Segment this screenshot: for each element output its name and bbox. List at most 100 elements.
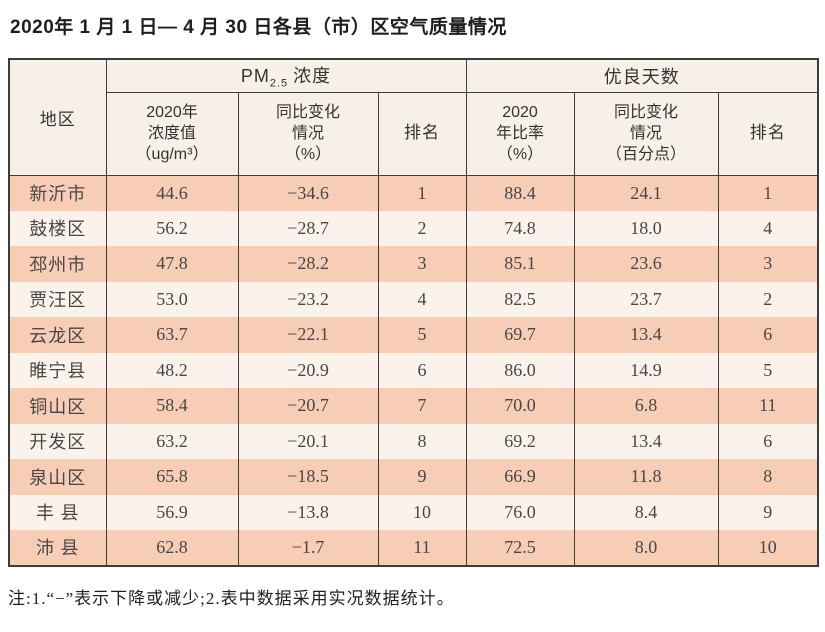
days-rank-cell: 4	[717, 210, 819, 246]
region-cell: 睢宁县	[8, 352, 107, 388]
pm-change-cell: −1.7	[237, 530, 379, 566]
days-change-cell: 13.4	[573, 423, 719, 459]
days-rank-cell: 9	[717, 494, 819, 530]
pm-change-column-header: 同比变化 情况 （%）	[237, 92, 379, 176]
days-rate-cell: 69.7	[465, 317, 575, 353]
table-row: 睢宁县 48.2 −20.9 6 86.0 14.9 5	[8, 352, 819, 388]
pm-rank-cell: 10	[377, 494, 467, 530]
days-change-cell: 23.7	[573, 281, 719, 317]
pm-change-cell: −34.6	[237, 175, 379, 211]
region-cell: 邳州市	[8, 246, 107, 282]
pm-rank-cell: 6	[377, 352, 467, 388]
days-change-cell: 23.6	[573, 246, 719, 282]
pm-value-cell: 58.4	[105, 388, 239, 424]
pm25-label: PM2.5 浓度	[240, 65, 332, 90]
days-change-cell: 8.0	[573, 530, 719, 566]
pm-change-cell: −23.2	[237, 281, 379, 317]
air-quality-table: 地区 PM2.5 浓度 优良天数 2020年 浓度值 （ug/m³） 同比变化 情…	[8, 58, 820, 567]
pm-value-cell: 47.8	[105, 246, 239, 282]
pm-change-cell: −20.9	[237, 352, 379, 388]
table-row: 泉山区 65.8 −18.5 9 66.9 11.8 8	[8, 459, 819, 495]
days-rate-cell: 86.0	[465, 352, 575, 388]
pm25-group-header: PM2.5 浓度	[105, 59, 467, 93]
table-row: 贾汪区 53.0 −23.2 4 82.5 23.7 2	[8, 281, 819, 317]
days-change-cell: 24.1	[573, 175, 719, 211]
pm25-subscript: 2.5	[269, 77, 289, 90]
days-rate-cell: 74.8	[465, 210, 575, 246]
days-change-cell: 11.8	[573, 459, 719, 495]
days-rate-cell: 69.2	[465, 423, 575, 459]
days-rank-cell: 6	[717, 423, 819, 459]
pm-change-cell: −20.7	[237, 388, 379, 424]
region-cell: 贾汪区	[8, 281, 107, 317]
region-cell: 泉山区	[8, 459, 107, 495]
days-change-cell: 13.4	[573, 317, 719, 353]
pm-rank-cell: 8	[377, 423, 467, 459]
region-cell: 新沂市	[8, 175, 107, 211]
table-row: 鼓楼区 56.2 −28.7 2 74.8 18.0 4	[8, 210, 819, 246]
pm-value-cell: 56.9	[105, 494, 239, 530]
pm-change-cell: −22.1	[237, 317, 379, 353]
days-rate-cell: 85.1	[465, 246, 575, 282]
table-row: 沛 县 62.8 −1.7 11 72.5 8.0 10	[8, 530, 819, 566]
pm-rank-cell: 1	[377, 175, 467, 211]
table-row: 铜山区 58.4 −20.7 7 70.0 6.8 11	[8, 388, 819, 424]
days-rate-cell: 88.4	[465, 175, 575, 211]
pm-value-cell: 56.2	[105, 210, 239, 246]
days-rank-cell: 8	[717, 459, 819, 495]
pm-rank-column-header: 排名	[377, 92, 467, 176]
days-rank-cell: 1	[717, 175, 819, 211]
days-change-column-header: 同比变化 情况 （百分点）	[573, 92, 719, 176]
pm-rank-cell: 7	[377, 388, 467, 424]
days-rank-cell: 11	[717, 388, 819, 424]
header-row-subcolumns: 2020年 浓度值 （ug/m³） 同比变化 情况 （%） 排名 2020 年比…	[9, 92, 819, 176]
pm-value-cell: 63.2	[105, 423, 239, 459]
region-cell: 丰 县	[8, 494, 107, 530]
pm-rank-cell: 4	[377, 281, 467, 317]
days-rank-cell: 5	[717, 352, 819, 388]
days-change-cell: 18.0	[573, 210, 719, 246]
days-rank-cell: 3	[717, 246, 819, 282]
days-rank-cell: 6	[717, 317, 819, 353]
table-body: 新沂市 44.6 −34.6 1 88.4 24.1 1 鼓楼区 56.2 −2…	[8, 175, 819, 566]
table-row: 新沂市 44.6 −34.6 1 88.4 24.1 1	[8, 175, 819, 211]
days-rank-cell: 2	[717, 281, 819, 317]
pm-rank-cell: 3	[377, 246, 467, 282]
pm-change-cell: −28.2	[237, 246, 379, 282]
good-days-group-header: 优良天数	[465, 59, 819, 93]
pm-change-cell: −28.7	[237, 210, 379, 246]
days-change-cell: 14.9	[573, 352, 719, 388]
page-title: 2020年 1 月 1 日— 4 月 30 日各县（市）区空气质量情况	[10, 17, 507, 38]
pm-value-cell: 62.8	[105, 530, 239, 566]
region-column-header: 地区	[8, 59, 107, 176]
pm-rank-cell: 9	[377, 459, 467, 495]
days-rate-cell: 82.5	[465, 281, 575, 317]
days-change-cell: 6.8	[573, 388, 719, 424]
pm-rank-cell: 11	[377, 530, 467, 566]
pm-value-cell: 65.8	[105, 459, 239, 495]
pm-value-cell: 53.0	[105, 281, 239, 317]
days-change-cell: 8.4	[573, 494, 719, 530]
region-cell: 开发区	[8, 423, 107, 459]
header-row-groups: 地区 PM2.5 浓度 优良天数	[8, 59, 819, 176]
region-cell: 鼓楼区	[8, 210, 107, 246]
pm-change-cell: −20.1	[237, 423, 379, 459]
days-rate-cell: 70.0	[465, 388, 575, 424]
days-rate-cell: 66.9	[465, 459, 575, 495]
pm-value-cell: 63.7	[105, 317, 239, 353]
pm-rank-cell: 2	[377, 210, 467, 246]
pm-rank-cell: 5	[377, 317, 467, 353]
pm-value-column-header: 2020年 浓度值 （ug/m³）	[105, 92, 239, 176]
days-rate-cell: 76.0	[465, 494, 575, 530]
days-rank-column-header: 排名	[717, 92, 819, 176]
days-rank-cell: 10	[717, 530, 819, 566]
days-rate-cell: 72.5	[465, 530, 575, 566]
region-cell: 云龙区	[8, 317, 107, 353]
days-rate-column-header: 2020 年比率 （%）	[465, 92, 575, 176]
table-row: 开发区 63.2 −20.1 8 69.2 13.4 6	[8, 423, 819, 459]
pm-value-cell: 44.6	[105, 175, 239, 211]
table-header: 地区 PM2.5 浓度 优良天数 2020年 浓度值 （ug/m³） 同比变化 情…	[8, 59, 819, 176]
region-cell: 铜山区	[8, 388, 107, 424]
table-row: 邳州市 47.8 −28.2 3 85.1 23.6 3	[8, 246, 819, 282]
region-cell: 沛 县	[8, 530, 107, 566]
